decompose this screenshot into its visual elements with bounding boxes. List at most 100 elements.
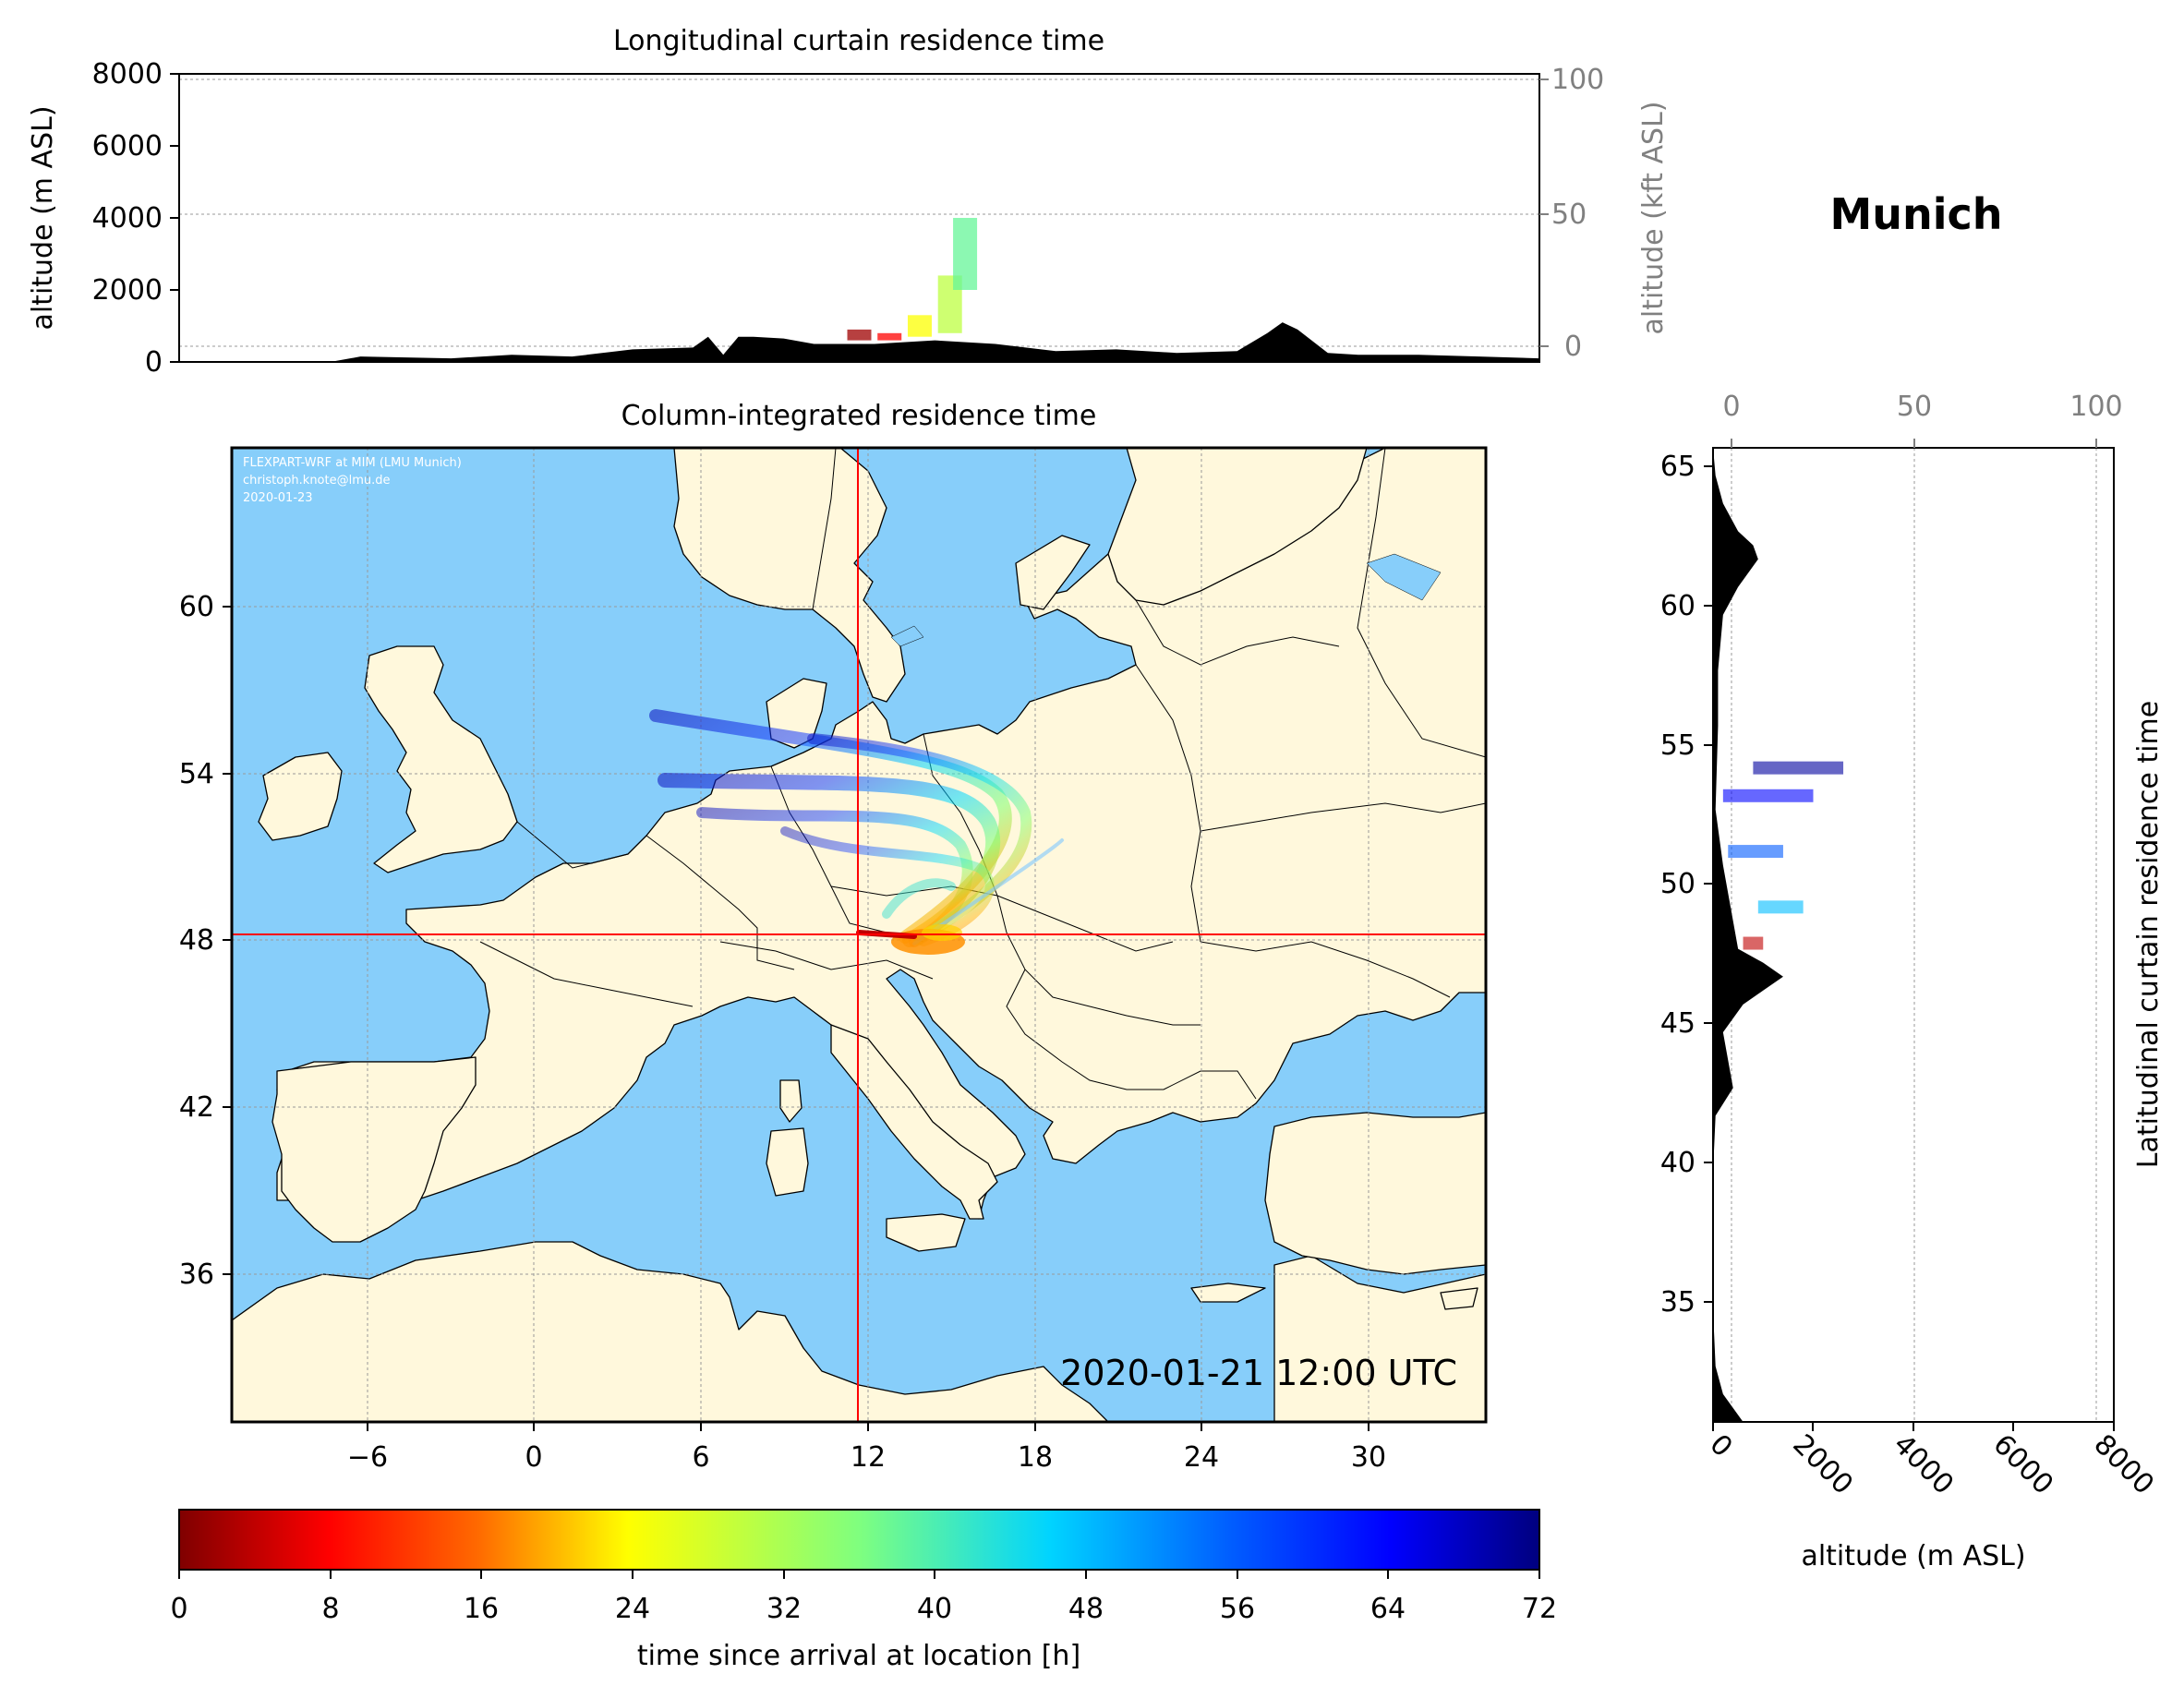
right-residence-cells	[1722, 761, 1844, 950]
map-ytick-label: 42	[179, 1091, 214, 1124]
top-ytick-label: 0	[145, 346, 163, 379]
residence-cell	[907, 315, 932, 337]
right-xlabel: altitude (m ASL)	[1801, 1540, 2025, 1572]
top-y2tick-label: 0	[1564, 331, 1582, 363]
colorbar-tick-label: 16	[464, 1593, 499, 1625]
right-ytick-label: 60	[1660, 590, 1695, 622]
land-sardinia	[766, 1127, 809, 1197]
land-crete	[1190, 1283, 1266, 1303]
credit-line: 2020-01-23	[243, 491, 313, 505]
colorbar-ticks: 0 8 16 24 32 40 48 56 64 72	[170, 1570, 1557, 1625]
right-ytick-label: 55	[1660, 729, 1695, 762]
top-panel-frame	[178, 73, 1540, 363]
map-xtick-label: 30	[1351, 1441, 1386, 1474]
right-yaxis: 35 40 45 50 55 60 65	[1660, 451, 1713, 1319]
map-ytick-label: 36	[179, 1258, 214, 1291]
right-ytick-label: 65	[1660, 451, 1695, 483]
map-ytick-label: 48	[179, 924, 214, 957]
colorbar-tick-label: 56	[1220, 1593, 1255, 1625]
longitudinal-curtain-panel: Longitudinal curtain residence time 0 20…	[27, 25, 1670, 379]
top-left-yaxis: 0 2000 4000 6000 8000	[92, 58, 179, 379]
land-sweden-east	[1015, 535, 1091, 610]
land-scandinavia	[673, 448, 906, 703]
column-residence-map-panel: Column-integrated residence time	[179, 400, 1488, 1474]
colorbar: 0 8 16 24 32 40 48 56 64 72 time since a…	[170, 1509, 1557, 1672]
colorbar-tick-label: 32	[766, 1593, 802, 1625]
map-xtick-label: −6	[347, 1441, 388, 1474]
right-panel-gridlines	[1731, 448, 2097, 1422]
map-frame	[230, 446, 1488, 1424]
top-ylabel-left: altitude (m ASL)	[27, 105, 59, 330]
colorbar-tick-label: 64	[1370, 1593, 1406, 1625]
arrival-crosshair	[232, 448, 1486, 1422]
right-xtick-label: 0	[1703, 1428, 1738, 1463]
right-xtick-label: 2000	[1786, 1428, 1859, 1501]
residence-cell	[847, 329, 872, 341]
residence-cell	[1728, 845, 1783, 859]
right-xtick-label: 8000	[2087, 1428, 2160, 1501]
colorbar-tick-label: 8	[321, 1593, 339, 1625]
top-y2tick-label: 100	[1551, 64, 1604, 96]
map-xtick-label: 18	[1018, 1441, 1053, 1474]
residence-cell	[953, 218, 978, 290]
map-xaxis: −6 0 6 12 18 24 30	[347, 1422, 1386, 1474]
right-xtick-label: 6000	[1986, 1428, 2059, 1501]
location-name: Munich	[1829, 189, 2002, 239]
residence-cell	[1722, 789, 1814, 802]
residence-cell	[1753, 761, 1844, 775]
map-xtick-label: 6	[692, 1441, 709, 1474]
colorbar-label: time since arrival at location [h]	[637, 1640, 1080, 1672]
right-top-xaxis: 0 50 100	[1722, 391, 2123, 448]
right-terrain-profile	[1713, 448, 1783, 1422]
top-panel-title: Longitudinal curtain residence time	[613, 25, 1104, 57]
top-right-yaxis: 0 50 100	[1539, 64, 1604, 363]
right-ylabel: Latitudinal curtain residence time	[2132, 701, 2165, 1168]
right-ytick-label: 40	[1660, 1147, 1695, 1179]
residence-cell	[1757, 900, 1804, 914]
map-panel-title: Column-integrated residence time	[621, 400, 1097, 432]
land-iberia	[271, 1056, 477, 1243]
right-bottom-xaxis: 0 2000 4000 6000 8000	[1703, 1422, 2160, 1501]
colorbar-gradient	[178, 1509, 1540, 1571]
right-x2tick-label: 50	[1897, 391, 1932, 423]
colorbar-tick-label: 24	[615, 1593, 650, 1625]
right-x2tick-label: 0	[1722, 391, 1740, 423]
top-ytick-label: 6000	[92, 130, 163, 163]
map-land	[232, 448, 1486, 1422]
colorbar-tick-label: 48	[1068, 1593, 1104, 1625]
top-ylabel-right: altitude (kft ASL)	[1637, 101, 1670, 334]
map-xtick-label: 0	[525, 1441, 542, 1474]
map-xtick-label: 12	[851, 1441, 886, 1474]
map-yaxis: 36 42 48 54 60	[179, 591, 232, 1291]
land-north-africa	[232, 1241, 1109, 1422]
land-cyprus	[1440, 1287, 1478, 1310]
land-great-britain	[364, 645, 518, 873]
map-xtick-label: 24	[1184, 1441, 1219, 1474]
residence-cell	[1743, 936, 1764, 950]
right-ytick-label: 45	[1660, 1007, 1695, 1040]
credit-line: christoph.knote@lmu.de	[243, 474, 391, 488]
top-ytick-label: 2000	[92, 274, 163, 307]
colorbar-tick-label: 0	[170, 1593, 187, 1625]
land-ireland	[258, 752, 343, 841]
colorbar-tick-label: 72	[1522, 1593, 1557, 1625]
top-terrain-profile	[179, 322, 1539, 362]
right-x2tick-label: 100	[2069, 391, 2122, 423]
right-panel-frame	[1712, 447, 2115, 1423]
latitudinal-curtain-panel: 35 40 45 50 55 60 65 0 50 100 0 2000 40 0	[1660, 391, 2165, 1572]
land-east-mediterranean	[1273, 1255, 1486, 1422]
inland-water	[890, 553, 1442, 647]
right-ytick-label: 35	[1660, 1286, 1695, 1319]
top-y2tick-label: 50	[1551, 199, 1587, 231]
country-borders	[479, 448, 1486, 1100]
land-corsica	[779, 1079, 802, 1123]
map-ytick-label: 60	[179, 591, 214, 623]
top-ytick-label: 8000	[92, 58, 163, 90]
colorbar-tick-label: 40	[917, 1593, 952, 1625]
residence-cell	[877, 332, 902, 341]
top-panel-gridlines	[179, 78, 1539, 347]
credit-text: FLEXPART-WRF at MIM (LMU Munich) christo…	[243, 456, 462, 505]
credit-line: FLEXPART-WRF at MIM (LMU Munich)	[243, 456, 462, 470]
land-finland	[1107, 448, 1368, 606]
